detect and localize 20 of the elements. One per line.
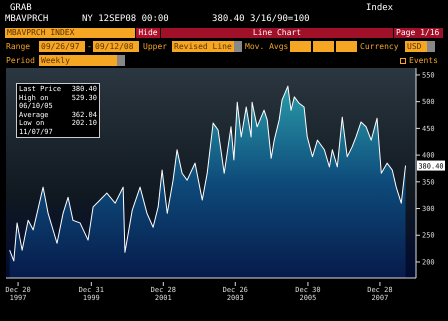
text: Index	[366, 3, 394, 13]
text: Page 1/16	[394, 28, 443, 38]
text: Currency	[360, 42, 399, 52]
text: MBAVPRCH INDEX	[5, 28, 135, 38]
text: Line Chart	[161, 28, 393, 38]
text: Weekly	[39, 55, 125, 66]
text: GRAB	[10, 3, 32, 13]
text: Mov. Avgs	[245, 42, 288, 52]
text: Revised Line	[172, 41, 242, 52]
text: Hide	[136, 28, 160, 38]
text: -	[87, 42, 92, 52]
text: Upper	[143, 42, 168, 52]
chart-title: MBAVPRCH	[5, 14, 48, 24]
text: Events	[409, 56, 438, 66]
text: Range	[6, 42, 30, 52]
text: 09/12/08	[93, 41, 139, 52]
text: 09/26/97	[39, 41, 85, 52]
text: USD	[405, 41, 435, 52]
text: Period	[6, 56, 35, 66]
chart-subtitle: NY 12SEP08 00:00 380.40 3/16/90=100	[82, 14, 310, 24]
